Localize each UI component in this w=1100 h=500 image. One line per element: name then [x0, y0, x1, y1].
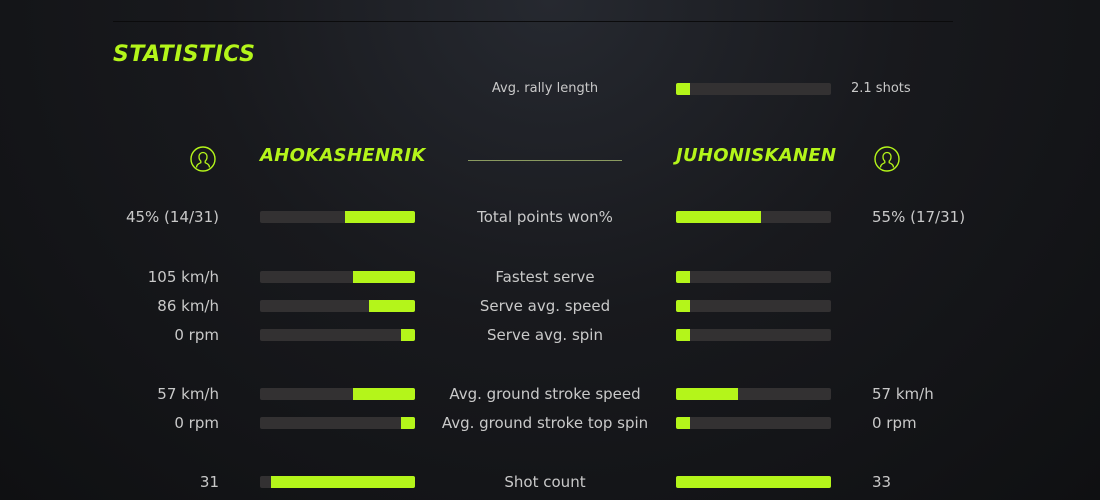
stat-label: Serve avg. spin	[487, 326, 603, 344]
right-bar	[676, 388, 831, 400]
left-bar	[260, 329, 415, 341]
left-bar-fill	[345, 211, 415, 223]
right-player-name: JUHONISKANEN	[676, 145, 837, 166]
user-avatar-icon	[874, 146, 900, 172]
stat-row: 86 km/h Serve avg. speed	[0, 296, 1100, 316]
rally-label: Avg. rally length	[491, 81, 599, 96]
right-bar-fill	[676, 388, 738, 400]
left-player-name: AHOKASHENRIK	[260, 145, 426, 166]
header-divider	[468, 160, 622, 161]
stat-row: 57 km/h Avg. ground stroke speed 57 km/h	[0, 384, 1100, 404]
left-bar	[260, 300, 415, 312]
left-bar-fill	[270, 476, 415, 488]
right-bar	[676, 476, 831, 488]
left-value: 57 km/h	[157, 385, 219, 403]
left-value: 45% (14/31)	[125, 208, 219, 226]
rally-row: Avg. rally length 2.1 shots	[0, 79, 1100, 99]
stat-label: Avg. ground stroke speed	[449, 385, 641, 403]
left-bar	[260, 271, 415, 283]
rally-bar	[676, 83, 831, 95]
left-bar	[260, 211, 415, 223]
right-bar	[676, 271, 831, 283]
left-value: 31	[199, 473, 219, 491]
right-bar-fill	[676, 476, 831, 488]
stat-label: Serve avg. speed	[479, 297, 611, 315]
left-value: 0 rpm	[174, 414, 219, 432]
left-value: 105 km/h	[147, 268, 219, 286]
right-value: 57 km/h	[872, 385, 934, 403]
right-value: 33	[872, 473, 892, 491]
stat-label: Avg. ground stroke top spin	[441, 414, 649, 432]
right-value: 0 rpm	[872, 414, 917, 432]
section-title: STATISTICS	[113, 42, 256, 67]
right-bar-fill	[676, 300, 690, 312]
stat-label: Total points won%	[477, 208, 613, 226]
right-bar-fill	[676, 329, 690, 341]
stat-row: 31 Shot count 33	[0, 472, 1100, 492]
right-bar	[676, 329, 831, 341]
right-bar-fill	[676, 417, 690, 429]
rally-bar-fill	[676, 83, 690, 95]
left-value: 0 rpm	[174, 326, 219, 344]
right-bar	[676, 300, 831, 312]
left-bar-fill	[401, 417, 415, 429]
rally-value: 2.1 shots	[851, 81, 911, 96]
right-value: 55% (17/31)	[872, 208, 966, 226]
left-bar-fill	[401, 329, 415, 341]
stat-label: Shot count	[504, 473, 586, 491]
left-bar	[260, 476, 415, 488]
right-bar	[676, 417, 831, 429]
right-bar-fill	[676, 271, 690, 283]
user-avatar-icon	[190, 146, 216, 172]
top-divider	[113, 21, 953, 22]
left-bar	[260, 417, 415, 429]
left-bar-fill	[353, 271, 415, 283]
stat-label: Fastest serve	[495, 268, 595, 286]
stat-row: 0 rpm Avg. ground stroke top spin 0 rpm	[0, 413, 1100, 433]
right-bar-fill	[676, 211, 762, 223]
left-bar-fill	[368, 300, 415, 312]
stat-row: 0 rpm Serve avg. spin	[0, 325, 1100, 345]
left-bar	[260, 388, 415, 400]
left-value: 86 km/h	[157, 297, 219, 315]
stat-row: 105 km/h Fastest serve	[0, 267, 1100, 287]
right-bar	[676, 211, 831, 223]
stat-row: 45% (14/31) Total points won% 55% (17/31…	[0, 207, 1100, 227]
left-bar-fill	[353, 388, 415, 400]
